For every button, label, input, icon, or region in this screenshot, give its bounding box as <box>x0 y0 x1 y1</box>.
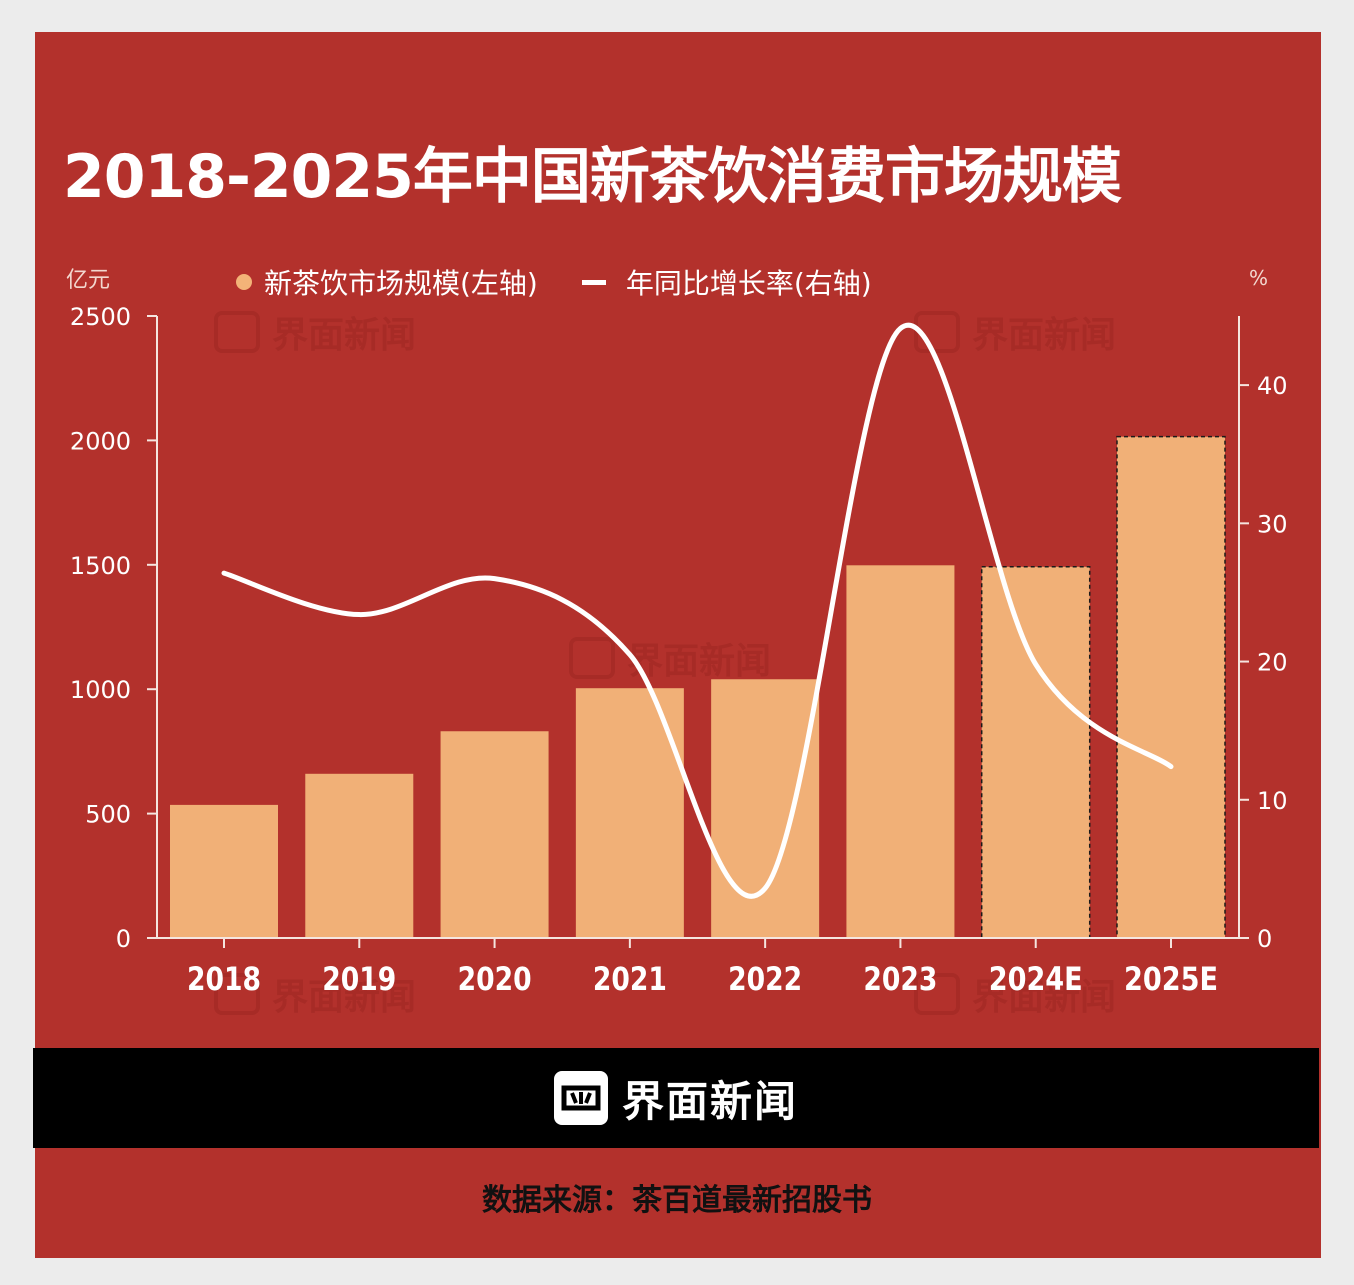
x-tick-label: 2019 <box>322 960 396 998</box>
bar-2024E <box>980 566 1091 939</box>
watermark-logo-icon <box>214 973 260 1015</box>
x-tick-label: 2022 <box>728 960 802 998</box>
x-tick-label: 2018 <box>187 960 261 998</box>
left-axis-unit: 亿元 <box>66 268 111 293</box>
watermark-logo-icon <box>914 973 960 1015</box>
x-tick-label: 2021 <box>593 960 667 998</box>
watermark: 界面新闻 <box>569 632 771 684</box>
x-tick-label: 2020 <box>458 960 532 998</box>
bar-2025E <box>1116 435 1226 939</box>
left-tick-label: 2000 <box>70 427 131 455</box>
right-tick-label: 40 <box>1257 372 1288 400</box>
legend-line-label: 年同比增长率(右轴) <box>625 267 872 300</box>
legend: 新茶饮市场规模(左轴) 年同比增长率(右轴) <box>236 262 872 302</box>
growth-rate-line <box>221 322 1174 899</box>
left-tick-label: 2500 <box>70 303 131 331</box>
bar-2019 <box>305 773 414 938</box>
right-tick-label: 30 <box>1257 510 1288 538</box>
chart-title: 2018-2025年中国新茶饮消费市场规模 <box>63 142 1122 212</box>
right-tick-label: 20 <box>1257 649 1288 677</box>
left-tick-label: 0 <box>116 925 131 953</box>
right-axis-unit: % <box>1249 266 1269 290</box>
bar-2022 <box>711 679 820 938</box>
footer-brand-bar: 界面新闻 <box>33 1048 1319 1148</box>
watermark-logo-icon <box>914 311 960 353</box>
data-source: 数据来源：茶百道最新招股书 <box>482 1183 872 1218</box>
right-tick-label: 10 <box>1257 787 1288 815</box>
right-tick-label: 0 <box>1257 925 1272 953</box>
left-tick-label: 500 <box>85 801 131 829</box>
watermark: 界面新闻 <box>914 968 1116 1020</box>
jiemian-logo-icon <box>553 1071 608 1125</box>
left-tick-label: 1000 <box>70 676 131 704</box>
x-tick-label: 2023 <box>863 960 937 998</box>
x-tick-label: 2024E <box>989 960 1083 998</box>
x-tick-label: 2025E <box>1124 960 1218 998</box>
legend-line-swatch <box>581 279 606 285</box>
watermark: 界面新闻 <box>214 306 416 358</box>
bar-2018 <box>170 804 278 938</box>
legend-bar-label: 新茶饮市场规模(左轴) <box>264 267 538 300</box>
watermark-logo-icon <box>214 311 260 353</box>
bar-2020 <box>440 731 549 938</box>
watermark-logo-icon <box>569 637 615 679</box>
watermark: 界面新闻 <box>214 968 416 1020</box>
logo-text: 界面新闻 <box>621 1076 798 1126</box>
watermark: 界面新闻 <box>914 306 1116 358</box>
left-tick-label: 1500 <box>70 552 131 580</box>
legend-bar-swatch <box>236 274 252 290</box>
bar-2023 <box>846 565 955 938</box>
